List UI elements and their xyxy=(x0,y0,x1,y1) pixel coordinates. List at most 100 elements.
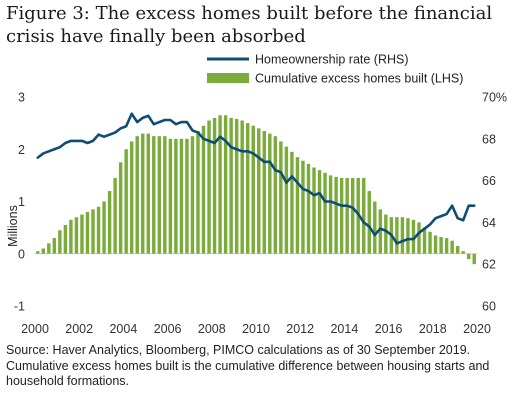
bar xyxy=(80,214,84,254)
x-tick-label: 2006 xyxy=(154,322,182,336)
homeownership-line xyxy=(36,112,476,245)
bar xyxy=(124,149,128,254)
y-tick-label-right: 60 xyxy=(482,300,496,314)
bar xyxy=(141,133,145,254)
bar xyxy=(328,175,333,254)
bar xyxy=(400,217,405,254)
bar xyxy=(129,141,134,254)
bar xyxy=(91,209,95,254)
y-axis-label: Millions xyxy=(6,205,20,247)
bar xyxy=(378,209,383,254)
bar xyxy=(207,120,211,254)
x-tick-label: 2020 xyxy=(463,322,491,336)
bar xyxy=(234,118,239,254)
bar xyxy=(273,136,278,254)
bar xyxy=(36,251,40,254)
bar xyxy=(118,162,123,254)
y-tick-label-right: 64 xyxy=(482,216,496,230)
bar xyxy=(201,125,206,254)
y-tick-label-left: 0 xyxy=(18,247,25,261)
bar xyxy=(179,138,184,254)
y-tick-label-right: 68 xyxy=(482,132,496,146)
bar xyxy=(85,211,90,254)
x-tick-label: 2014 xyxy=(330,322,358,336)
y-tick-label-left: 3 xyxy=(18,91,25,105)
bar xyxy=(345,177,349,254)
bar xyxy=(47,243,51,254)
y-tick-label-right: 66 xyxy=(482,174,496,188)
bar xyxy=(135,136,139,254)
bar xyxy=(41,248,45,254)
bar xyxy=(417,222,421,254)
bar xyxy=(113,177,117,254)
bar xyxy=(339,177,344,254)
bar xyxy=(312,167,316,254)
bar xyxy=(196,130,200,254)
bar xyxy=(212,117,217,254)
bar xyxy=(174,138,178,254)
legend: Homeownership rate (RHS) Cumulative exce… xyxy=(207,53,463,86)
bar xyxy=(146,133,150,254)
bar xyxy=(168,138,173,254)
x-tick-label: 2002 xyxy=(65,322,93,336)
bar xyxy=(350,177,355,254)
bar xyxy=(190,136,195,254)
bar xyxy=(58,230,62,254)
legend-swatch-bar xyxy=(207,73,249,83)
bar xyxy=(107,191,112,254)
bar xyxy=(455,245,460,254)
x-tick-label: 2008 xyxy=(198,322,226,336)
y-tick-label-right: 62 xyxy=(482,258,496,272)
bar xyxy=(406,218,410,254)
bar xyxy=(96,206,101,254)
bar xyxy=(102,201,106,254)
bar xyxy=(461,251,465,254)
bar xyxy=(157,136,162,254)
x-tick-label: 2018 xyxy=(419,322,447,336)
line-series xyxy=(36,112,476,245)
chart-title: Figure 3: The excess homes built before … xyxy=(6,3,493,47)
y-tick-label-left: 1 xyxy=(18,195,25,209)
x-tick-label: 2012 xyxy=(286,322,314,336)
bar xyxy=(284,146,289,254)
bar xyxy=(395,217,399,254)
y-ticks-right: 70% 68 66 64 62 60 xyxy=(482,91,507,314)
source-note: Source: Haver Analytics, Bloomberg, PIMC… xyxy=(6,343,490,388)
y-tick-label-left: 2 xyxy=(18,143,25,157)
bar xyxy=(450,240,454,254)
x-ticks: 2000 2002 2004 2006 2008 2010 2012 2014 2016 2018… xyxy=(21,322,491,336)
y-tick-label-right: 70% xyxy=(482,91,507,105)
bar xyxy=(301,160,305,254)
bar xyxy=(279,141,283,254)
bar xyxy=(251,125,255,254)
bar xyxy=(185,138,189,254)
legend-label-bar: Cumulative excess homes built (LHS) xyxy=(255,72,463,86)
x-tick-label: 2000 xyxy=(21,322,49,336)
x-tick-label: 2016 xyxy=(375,322,403,336)
bar xyxy=(422,227,427,254)
bar xyxy=(367,191,371,254)
bar xyxy=(384,214,388,254)
bar xyxy=(295,157,300,254)
bar xyxy=(74,217,79,254)
bar xyxy=(373,201,377,254)
bar xyxy=(218,115,222,254)
x-tick-label: 2004 xyxy=(109,322,137,336)
bar xyxy=(163,136,167,254)
y-ticks-left: 3 2 1 0 -1 xyxy=(14,91,25,314)
bar xyxy=(69,219,73,254)
bar xyxy=(290,151,294,254)
bar xyxy=(467,253,471,259)
bar xyxy=(334,176,338,254)
legend-label-line: Homeownership rate (RHS) xyxy=(255,53,409,67)
bar xyxy=(306,163,311,254)
bar xyxy=(257,128,261,254)
bar xyxy=(362,177,366,254)
bar xyxy=(246,123,250,254)
bars xyxy=(36,115,476,265)
bar xyxy=(262,130,266,254)
bar xyxy=(240,120,244,254)
bar xyxy=(472,253,476,265)
bar xyxy=(444,238,449,254)
